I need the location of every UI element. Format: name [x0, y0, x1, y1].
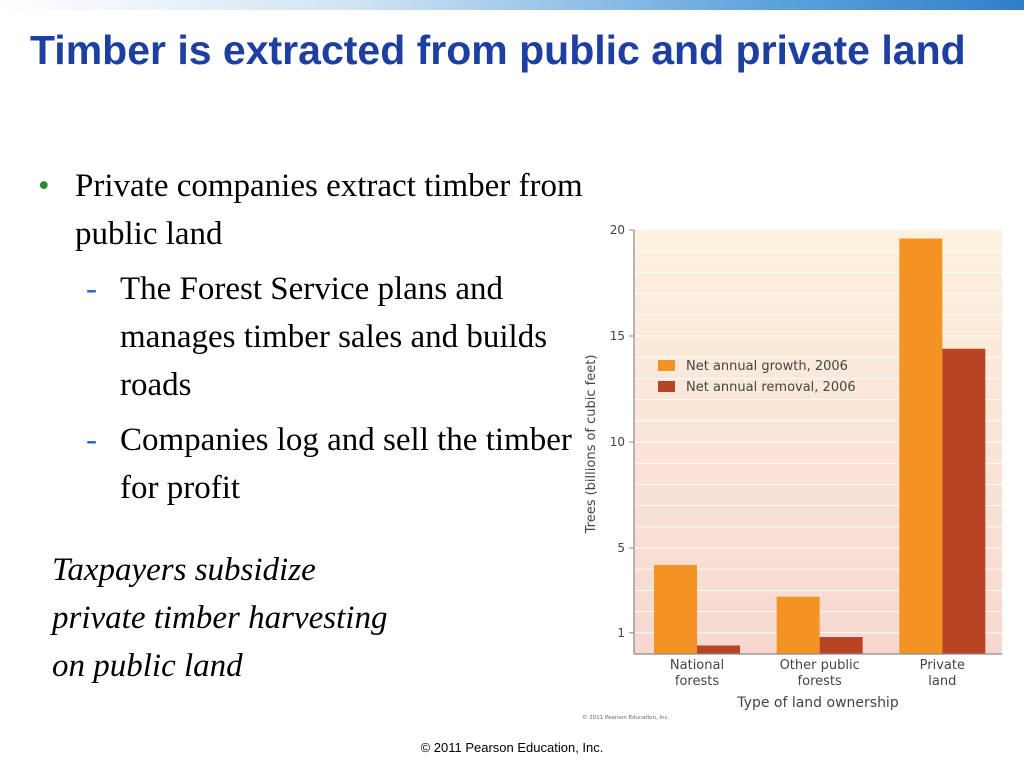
subbullet-text: The Forest Service plans and manages tim…: [120, 271, 548, 403]
subbullet-dash: -: [86, 271, 97, 307]
x-axis-label: Type of land ownership: [736, 695, 899, 711]
bar-growth: [899, 238, 943, 655]
bar-removal: [697, 645, 740, 654]
legend-swatch: [658, 360, 675, 371]
bar-removal: [819, 637, 863, 654]
chart-credit: © 2011 Pearson Education, Inc.: [582, 714, 670, 721]
y-tick-label: 10: [610, 435, 625, 449]
header-gradient-bar: [0, 0, 1024, 10]
legend-swatch: [658, 381, 675, 392]
y-tick-label: 5: [617, 541, 625, 555]
y-tick-label: 20: [610, 223, 625, 237]
bullet-list: • Private companies extract timber from …: [38, 162, 618, 512]
callout-note: Taxpayers subsidize private timber harve…: [52, 552, 388, 684]
bullet-dot: •: [38, 168, 50, 204]
bullet-text: Private companies extract timber from pu…: [75, 168, 583, 252]
slide-title: Timber is extracted from public and priv…: [30, 27, 966, 73]
bullet-item: • Private companies extract timber from …: [38, 162, 618, 258]
subbullet-text: Companies log and sell the timber for pr…: [120, 422, 572, 506]
subbullet-item: - The Forest Service plans and manages t…: [38, 265, 618, 409]
y-tick-label: 1: [617, 626, 625, 640]
bar-growth: [654, 564, 697, 654]
x-tick-label: National forests: [670, 658, 724, 689]
legend-label: Net annual removal, 2006: [686, 380, 856, 395]
y-tick-label: 15: [610, 329, 625, 343]
subbullet-item: - Companies log and sell the timber for …: [38, 416, 618, 512]
chart-container: 1 5 10 15 20 National forests Other public fore…: [576, 214, 1006, 729]
x-tick-label: Private land: [920, 658, 965, 689]
bar-growth: [776, 596, 820, 654]
copyright-footer: © 2011 Pearson Education, Inc.: [420, 740, 604, 755]
subbullet-dash: -: [86, 422, 97, 458]
x-tick-label: Other public forests: [780, 658, 860, 689]
bar-removal: [942, 348, 986, 654]
legend-label: Net annual growth, 2006: [686, 359, 848, 374]
y-axis-label: Trees (billions of cubic feet): [584, 355, 599, 535]
